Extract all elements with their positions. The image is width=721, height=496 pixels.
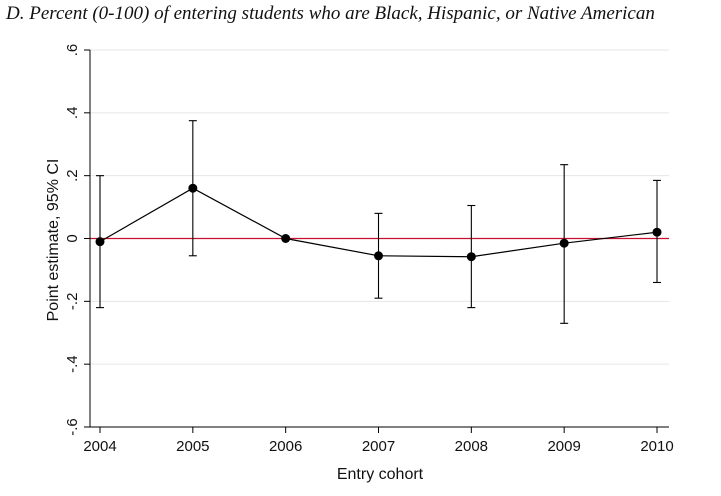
x-tick-label-2010: 2010: [640, 438, 673, 455]
x-tick-label-2005: 2005: [176, 438, 209, 455]
y-tick-label-6: .6: [64, 44, 81, 57]
x-axis-label: Entry cohort: [337, 466, 424, 483]
y-tick-label-3: 0: [64, 234, 81, 242]
chart-title: D. Percent (0-100) of entering students …: [6, 3, 655, 24]
x-tick-label-2008: 2008: [455, 438, 488, 455]
axes: -.6 -.4 -.2 0 .2 .4 .6 2004 2005 2006 2007 2008 2009…: [64, 44, 674, 455]
y-tick-label-5: .4: [64, 107, 81, 120]
data-point-2006: [281, 234, 291, 243]
data-point-2004: [95, 237, 105, 247]
y-tick-label-0: -.6: [64, 418, 81, 436]
error-bars: [96, 120, 661, 324]
y-tick-label-2: -.2: [64, 293, 81, 311]
data-point-2008: [466, 252, 476, 262]
y-axis-label: Point estimate, 95% CI: [45, 159, 62, 322]
data-point-2007: [374, 251, 383, 261]
data-point-2009: [559, 238, 569, 248]
data-point-2010: [652, 227, 662, 237]
x-tick-label-2007: 2007: [362, 438, 395, 455]
y-tick-label-4: .2: [64, 169, 81, 182]
data-point-2005: [188, 183, 198, 193]
series-line-group: [95, 183, 662, 262]
axis-labels: Entry cohort Point estimate, 95% CI: [45, 159, 424, 483]
x-tick-label-2004: 2004: [83, 438, 116, 455]
y-tick-label-1: -.4: [64, 355, 81, 373]
x-tick-label-2009: 2009: [547, 438, 580, 455]
x-tick-label-2006: 2006: [269, 438, 302, 455]
